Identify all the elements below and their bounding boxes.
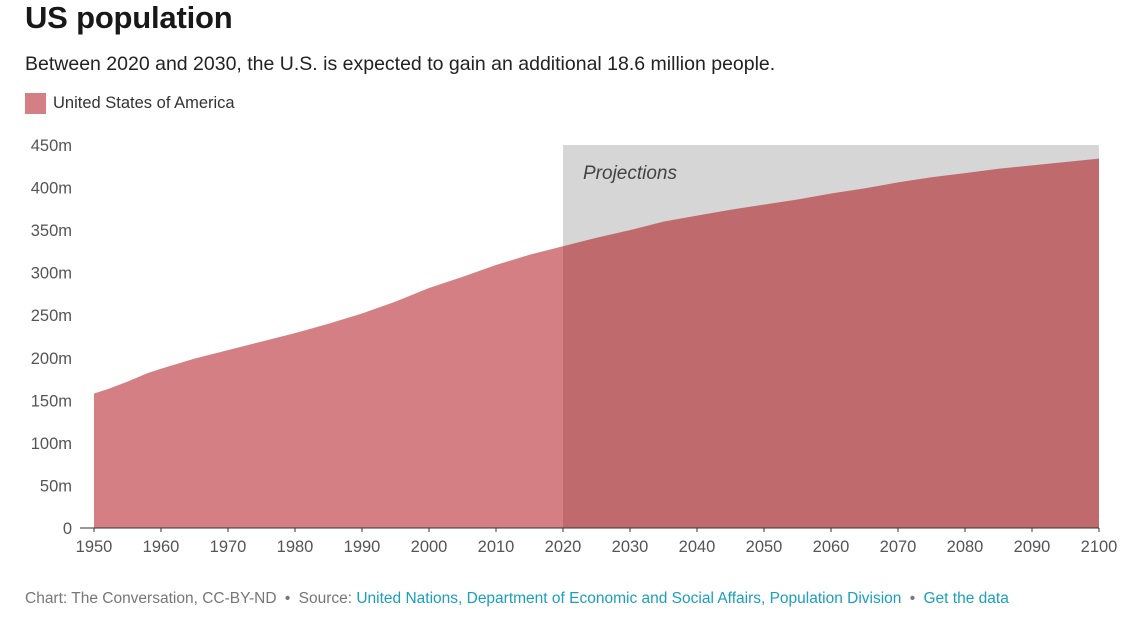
y-tick-label: 400m — [31, 180, 72, 198]
x-tick-label: 1970 — [210, 538, 247, 556]
y-tick-label: 350m — [31, 222, 72, 240]
footer-separator-2: • — [909, 590, 916, 607]
axis-layer: 0 50m 100m 150m 200m 250m 300m 350m 400m 450m 1950… — [31, 137, 1118, 556]
y-tick-label: 300m — [31, 265, 72, 283]
x-tick-label: 2000 — [411, 538, 448, 556]
legend: United States of America — [25, 93, 235, 114]
x-tick-label: 1950 — [76, 538, 113, 556]
x-tick-label: 1960 — [143, 538, 180, 556]
y-tick-label: 250m — [31, 307, 72, 325]
y-tick-label: 200m — [31, 350, 72, 368]
x-tick-label: 2080 — [947, 538, 984, 556]
chart-footer: Chart: The Conversation, CC-BY-ND • Sour… — [25, 590, 1009, 608]
x-tick-label: 2050 — [746, 538, 783, 556]
projection-label: Projections — [583, 163, 677, 184]
y-tick-label: 50m — [40, 477, 72, 495]
chart-credit: Chart: The Conversation, CC-BY-ND — [25, 590, 277, 607]
chart-title: US population — [25, 0, 233, 35]
area-layer — [94, 158, 1099, 529]
x-tick-label: 2060 — [813, 538, 850, 556]
x-tick-label: 2040 — [679, 538, 716, 556]
y-tick-label: 0 — [63, 520, 72, 538]
x-tick-label: 2070 — [880, 538, 917, 556]
population-area-chart: Projections 0 50m 100m 150m 200m 250m 300m 350m… — [31, 137, 1118, 556]
x-tick-label: 1990 — [344, 538, 381, 556]
x-tick-label: 2030 — [612, 538, 649, 556]
source-link[interactable]: United Nations, Department of Economic a… — [356, 590, 902, 607]
legend-swatch — [25, 93, 46, 114]
footer-separator: • — [284, 590, 291, 607]
y-tick-label: 100m — [31, 435, 72, 453]
x-tick-label: 2090 — [1014, 538, 1051, 556]
legend-label: United States of America — [53, 94, 235, 112]
x-tick-label: 2010 — [478, 538, 515, 556]
get-the-data-link[interactable]: Get the data — [923, 590, 1009, 607]
y-tick-label: 450m — [31, 137, 72, 155]
y-tick-label: 150m — [31, 392, 72, 410]
x-tick-label: 2020 — [545, 538, 582, 556]
area-projection — [563, 158, 1099, 528]
x-tick-label: 1980 — [277, 538, 314, 556]
x-tick-label: 2100 — [1081, 538, 1118, 556]
chart-subtitle: Between 2020 and 2030, the U.S. is expec… — [25, 53, 776, 75]
source-label: Source: — [298, 590, 353, 607]
area-historical — [94, 246, 563, 529]
